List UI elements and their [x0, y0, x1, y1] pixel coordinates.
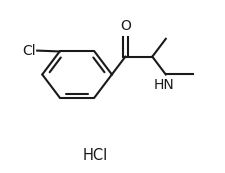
Text: Cl: Cl: [22, 44, 35, 58]
Text: HN: HN: [153, 78, 173, 92]
Text: O: O: [119, 19, 130, 33]
Text: HCl: HCl: [82, 148, 107, 163]
